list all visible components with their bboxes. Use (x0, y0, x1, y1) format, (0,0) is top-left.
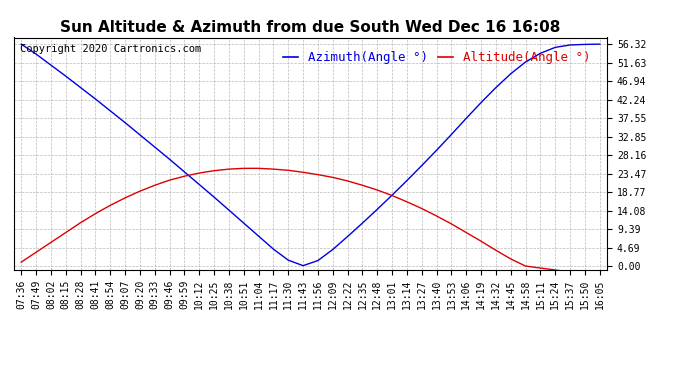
Legend: Azimuth(Angle °), Altitude(Angle °): Azimuth(Angle °), Altitude(Angle °) (277, 46, 595, 69)
Title: Sun Altitude & Azimuth from due South Wed Dec 16 16:08: Sun Altitude & Azimuth from due South We… (60, 20, 561, 35)
Text: Copyright 2020 Cartronics.com: Copyright 2020 Cartronics.com (20, 45, 201, 54)
